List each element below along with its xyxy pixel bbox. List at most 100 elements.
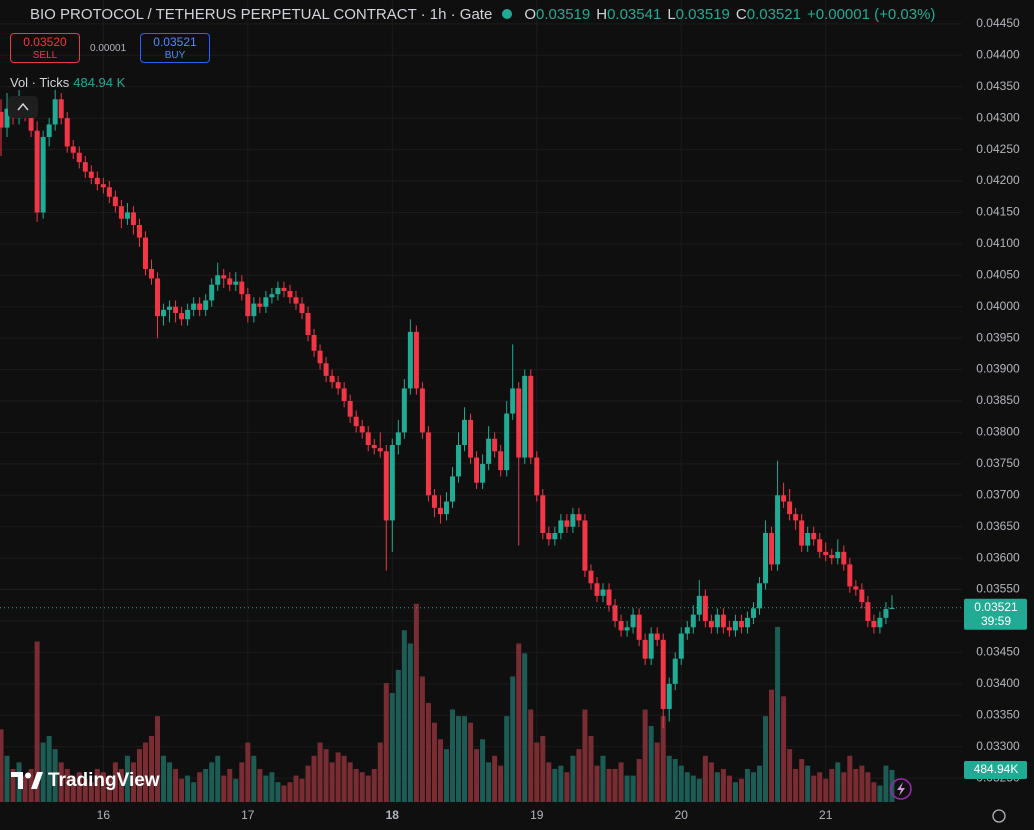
volume-bar (130, 762, 136, 802)
volume-bar (630, 775, 636, 802)
volume-bar (811, 775, 817, 802)
alert-icon[interactable] (890, 778, 912, 800)
candle-body (124, 212, 130, 219)
candle-body (359, 426, 365, 433)
candle-body (823, 551, 829, 555)
x-tick-label: 18 (386, 808, 400, 822)
volume-bar (787, 749, 793, 802)
volume-bar (118, 768, 124, 802)
settings-icon[interactable] (992, 809, 1006, 823)
candle-body (757, 583, 763, 609)
volume-bar (70, 775, 76, 802)
candle-body (149, 269, 154, 279)
y-tick-label: 0.04400 (976, 47, 1020, 61)
volume-bar (570, 755, 576, 802)
candle-body (588, 570, 594, 584)
candle-body (708, 620, 714, 628)
y-tick-label: 0.03450 (976, 645, 1020, 659)
candle-body (269, 294, 275, 298)
candle-body (714, 614, 720, 628)
candle-body (335, 382, 341, 389)
y-tick-label: 0.04300 (976, 110, 1020, 124)
volume-bar (522, 653, 528, 802)
volume-bar (793, 768, 799, 802)
candle-body (600, 589, 606, 596)
volume-bar (781, 696, 787, 802)
volume-bar (257, 768, 263, 802)
axes: 0.04450 0.04400 0.04350 0.04300 0.04250 0.042… (0, 16, 1027, 822)
volume-bar (94, 768, 100, 802)
candle-body (642, 639, 648, 659)
candle-body (191, 303, 197, 310)
candle-body (94, 177, 100, 185)
y-tick-label: 0.03750 (976, 456, 1020, 470)
candle-body (793, 514, 799, 521)
candle-body (696, 595, 702, 615)
candle-body (624, 627, 630, 631)
candle-body (678, 633, 684, 659)
candle-body (305, 313, 311, 336)
candle-body (558, 520, 564, 533)
volume-bar (239, 762, 245, 802)
volume-bar (684, 772, 690, 802)
ohlc-value: 0.03521 (746, 6, 801, 23)
volume-bar (492, 755, 498, 802)
candle-body (672, 658, 678, 684)
collapse-button[interactable] (8, 96, 38, 118)
volume-bar (161, 755, 167, 802)
buy-button[interactable]: 0.03521 BUY (140, 33, 210, 63)
volume-bar (233, 778, 239, 802)
candle-body (233, 281, 239, 285)
candle-body (606, 589, 612, 606)
candle-body (185, 309, 191, 320)
volume-bar (732, 782, 738, 802)
candle-body (859, 589, 865, 603)
volume-bar (106, 775, 112, 802)
alert-bolt (897, 782, 905, 796)
volume-bar (480, 739, 486, 802)
candle-body (275, 287, 281, 295)
volume-bar (305, 765, 311, 802)
candle-body (450, 476, 455, 502)
volume-bar (227, 768, 233, 802)
candle-body (28, 111, 34, 131)
volume-bar (510, 676, 516, 802)
candle-body (690, 614, 696, 628)
volume-bar (528, 709, 534, 802)
volume-bar (606, 768, 612, 802)
volume-bar (498, 765, 504, 802)
volume-bar (564, 772, 570, 802)
volume-bar (835, 762, 841, 802)
volume-bar (744, 768, 750, 802)
chart-header: BIO PROTOCOL / TETHERUS PERPETUAL CONTRA… (30, 6, 935, 23)
candle-body (287, 291, 293, 298)
volume-bar (40, 742, 46, 802)
sell-button[interactable]: 0.03520 SELL (10, 33, 80, 63)
volume-bar (672, 759, 678, 802)
volume-bar (76, 772, 82, 802)
candle-body (546, 532, 552, 540)
volume-bar (299, 778, 305, 802)
candle-body (726, 627, 732, 631)
buy-label: BUY (164, 50, 186, 61)
volume-bar (413, 603, 419, 802)
candle-body (203, 300, 209, 310)
y-tick-label: 0.04150 (976, 205, 1020, 219)
candle-body (486, 438, 492, 464)
volume-bar (702, 755, 708, 802)
volume-bar (100, 772, 106, 802)
candle-body (161, 309, 167, 317)
volume-bar (883, 765, 889, 802)
candle-body (805, 532, 811, 546)
ohlc-key: L (667, 6, 676, 23)
candle-body (787, 501, 793, 515)
volume-bar (383, 683, 389, 802)
candle-body (323, 363, 329, 376)
candle-body (443, 501, 449, 515)
volume-bar (281, 785, 287, 802)
candle-body (341, 388, 347, 401)
volume-bar (124, 755, 130, 802)
volume-bar (269, 772, 275, 802)
spread: 0.00001 (90, 43, 127, 54)
ohlc-value: 0.03519 (675, 6, 730, 23)
